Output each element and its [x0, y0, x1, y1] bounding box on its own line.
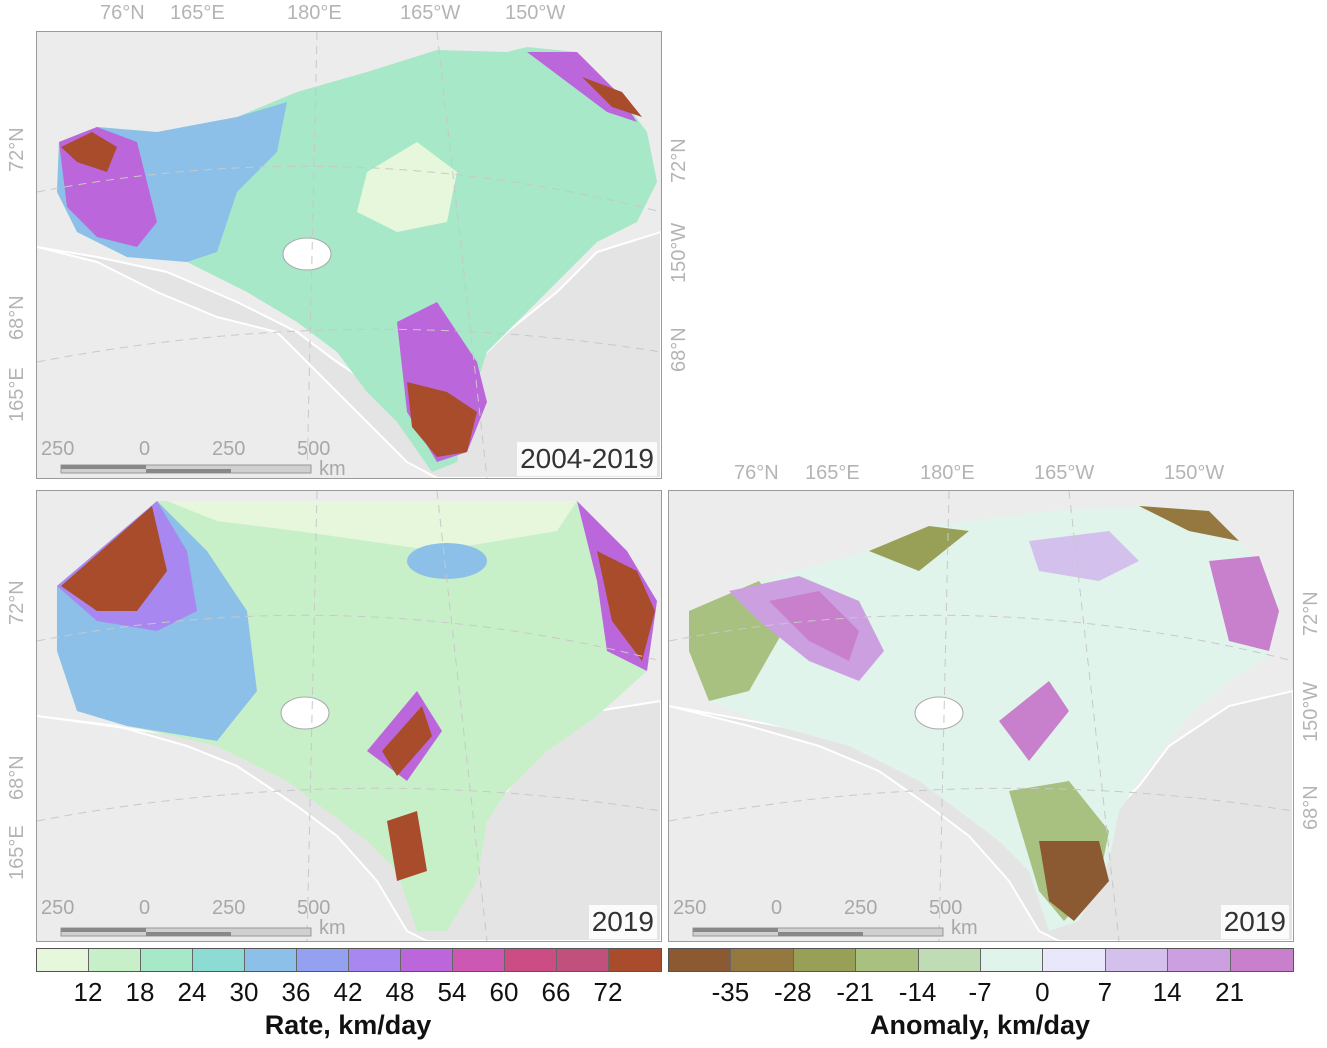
anomaly-colorbar-swatch — [731, 949, 794, 971]
colorbar-tick-label: 7 — [1097, 977, 1113, 1007]
colorbar-tick-label: -14 — [898, 977, 937, 1007]
colorbar-tick-label: 18 — [125, 977, 155, 1007]
colorbar-tick-label: 60 — [489, 977, 519, 1007]
scalebar-label: 250 — [673, 897, 707, 919]
anomaly-colorbar-swatch — [793, 949, 857, 971]
rate-colorbar-swatch — [297, 949, 349, 971]
graticule-label-top: 76°N — [100, 2, 145, 24]
scalebar-label: 0 — [139, 438, 151, 460]
panel-period-label: 2004-2019 — [517, 442, 657, 476]
colorbar-tick-label: 30 — [229, 977, 259, 1007]
anomaly-colorbar — [668, 948, 1294, 972]
scalebar-label: 250 — [844, 897, 878, 919]
colorbar-tick-label: 12 — [73, 977, 103, 1007]
scalebar-unit: km — [319, 917, 346, 939]
rate-colorbar-swatch — [349, 949, 401, 971]
map-panel-2019-rate: 250 0 250 500 km 2019 — [36, 490, 662, 942]
graticule-label-top: 150°W — [1164, 462, 1225, 484]
scalebar-label: 500 — [929, 897, 963, 919]
scalebar-label: 250 — [41, 438, 75, 460]
anomaly-map-2019 — [669, 491, 1293, 941]
anomaly-colorbar-swatch — [918, 949, 981, 971]
graticule-label-left: 72°N — [6, 127, 28, 172]
panel-period-label: 2019 — [1220, 905, 1289, 939]
anomaly-colorbar-swatch — [1043, 949, 1106, 971]
graticule-label-left: 165°E — [6, 825, 28, 880]
colorbar-tick-label: 54 — [437, 977, 467, 1007]
anomaly-legend-title: Anomaly, km/day — [869, 1010, 1091, 1040]
colorbar-tick-label: 48 — [385, 977, 415, 1007]
graticule-label-left: 72°N — [6, 580, 28, 625]
rate-colorbar-swatch — [89, 949, 141, 971]
graticule-label-right: 68°N — [1300, 785, 1322, 830]
anomaly-colorbar-swatch — [1230, 949, 1293, 971]
graticule-label-left: 165°E — [6, 367, 28, 422]
colorbar-tick-label: 21 — [1215, 977, 1245, 1007]
graticule-label-left: 68°N — [6, 755, 28, 800]
scalebar-label: 250 — [41, 897, 75, 919]
rate-colorbar-swatch — [505, 949, 557, 971]
graticule-label-top: 76°N — [734, 462, 779, 484]
colorbar-tick-label: 0 — [1035, 977, 1050, 1007]
rate-map-2004-2019 — [37, 32, 661, 478]
anomaly-colorbar-swatch — [1168, 949, 1231, 971]
scalebar-label: 0 — [771, 897, 783, 919]
colorbar-tick-label: 42 — [333, 977, 363, 1007]
graticule-label-top: 165°W — [400, 2, 461, 24]
graticule-label-right: 150°W — [668, 222, 690, 283]
graticule-label-top: 165°E — [170, 2, 225, 24]
rate-colorbar-swatch — [453, 949, 505, 971]
graticule-label-left: 68°N — [6, 295, 28, 340]
graticule-label-top: 180°E — [920, 462, 975, 484]
anomaly-colorbar-swatch — [669, 949, 732, 971]
scalebar-label: 250 — [212, 897, 246, 919]
colorbar-tick-label: 66 — [541, 977, 571, 1007]
rate-legend-title: Rate, km/day — [264, 1010, 432, 1040]
colorbar-tick-label: -28 — [774, 977, 812, 1007]
scalebar-unit: km — [319, 458, 346, 479]
colorbar-tick-label: 24 — [177, 977, 207, 1007]
colorbar-tick-label: 14 — [1152, 977, 1182, 1007]
rate-map-2019 — [37, 491, 661, 941]
scalebar-label: 500 — [297, 897, 331, 919]
graticule-label-top: 165°E — [805, 462, 860, 484]
rate-colorbar-swatch — [37, 949, 89, 971]
anomaly-colorbar-swatch — [980, 949, 1044, 971]
anomaly-colorbar-swatch — [1105, 949, 1169, 971]
graticule-label-right: 72°N — [1300, 591, 1322, 636]
rate-colorbar-swatch — [141, 949, 193, 971]
scalebar-unit: km — [951, 917, 978, 939]
scalebar-label: 250 — [212, 438, 246, 460]
rate-colorbar-swatch — [245, 949, 297, 971]
graticule-label-right: 72°N — [668, 138, 690, 183]
colorbar-tick-label: 36 — [281, 977, 311, 1007]
graticule-label-top: 150°W — [505, 2, 566, 24]
anomaly-colorbar-swatch — [856, 949, 919, 971]
graticule-label-top: 165°W — [1034, 462, 1095, 484]
rate-colorbar-swatch — [557, 949, 609, 971]
rate-colorbar-swatch — [193, 949, 245, 971]
colorbar-tick-label: -21 — [836, 977, 874, 1007]
rate-colorbar-swatch — [609, 949, 661, 971]
rate-colorbar — [36, 948, 662, 972]
graticule-label-top: 180°E — [287, 2, 342, 24]
colorbar-tick-label: 72 — [593, 977, 623, 1007]
colorbar-tick-label: -35 — [711, 977, 750, 1007]
colorbar-tick-label: -7 — [968, 977, 992, 1007]
map-panel-2019-anomaly: 250 0 250 500 km 2019 — [668, 490, 1294, 942]
scalebar-label: 500 — [297, 438, 331, 460]
panel-period-label: 2019 — [588, 905, 657, 939]
rate-colorbar-swatch — [401, 949, 453, 971]
map-panel-2004-2019: 250 0 250 500 km 2004-2019 — [36, 31, 662, 479]
scalebar-label: 0 — [139, 897, 151, 919]
graticule-label-right: 68°N — [668, 327, 690, 372]
graticule-label-right: 150°W — [1300, 681, 1322, 742]
